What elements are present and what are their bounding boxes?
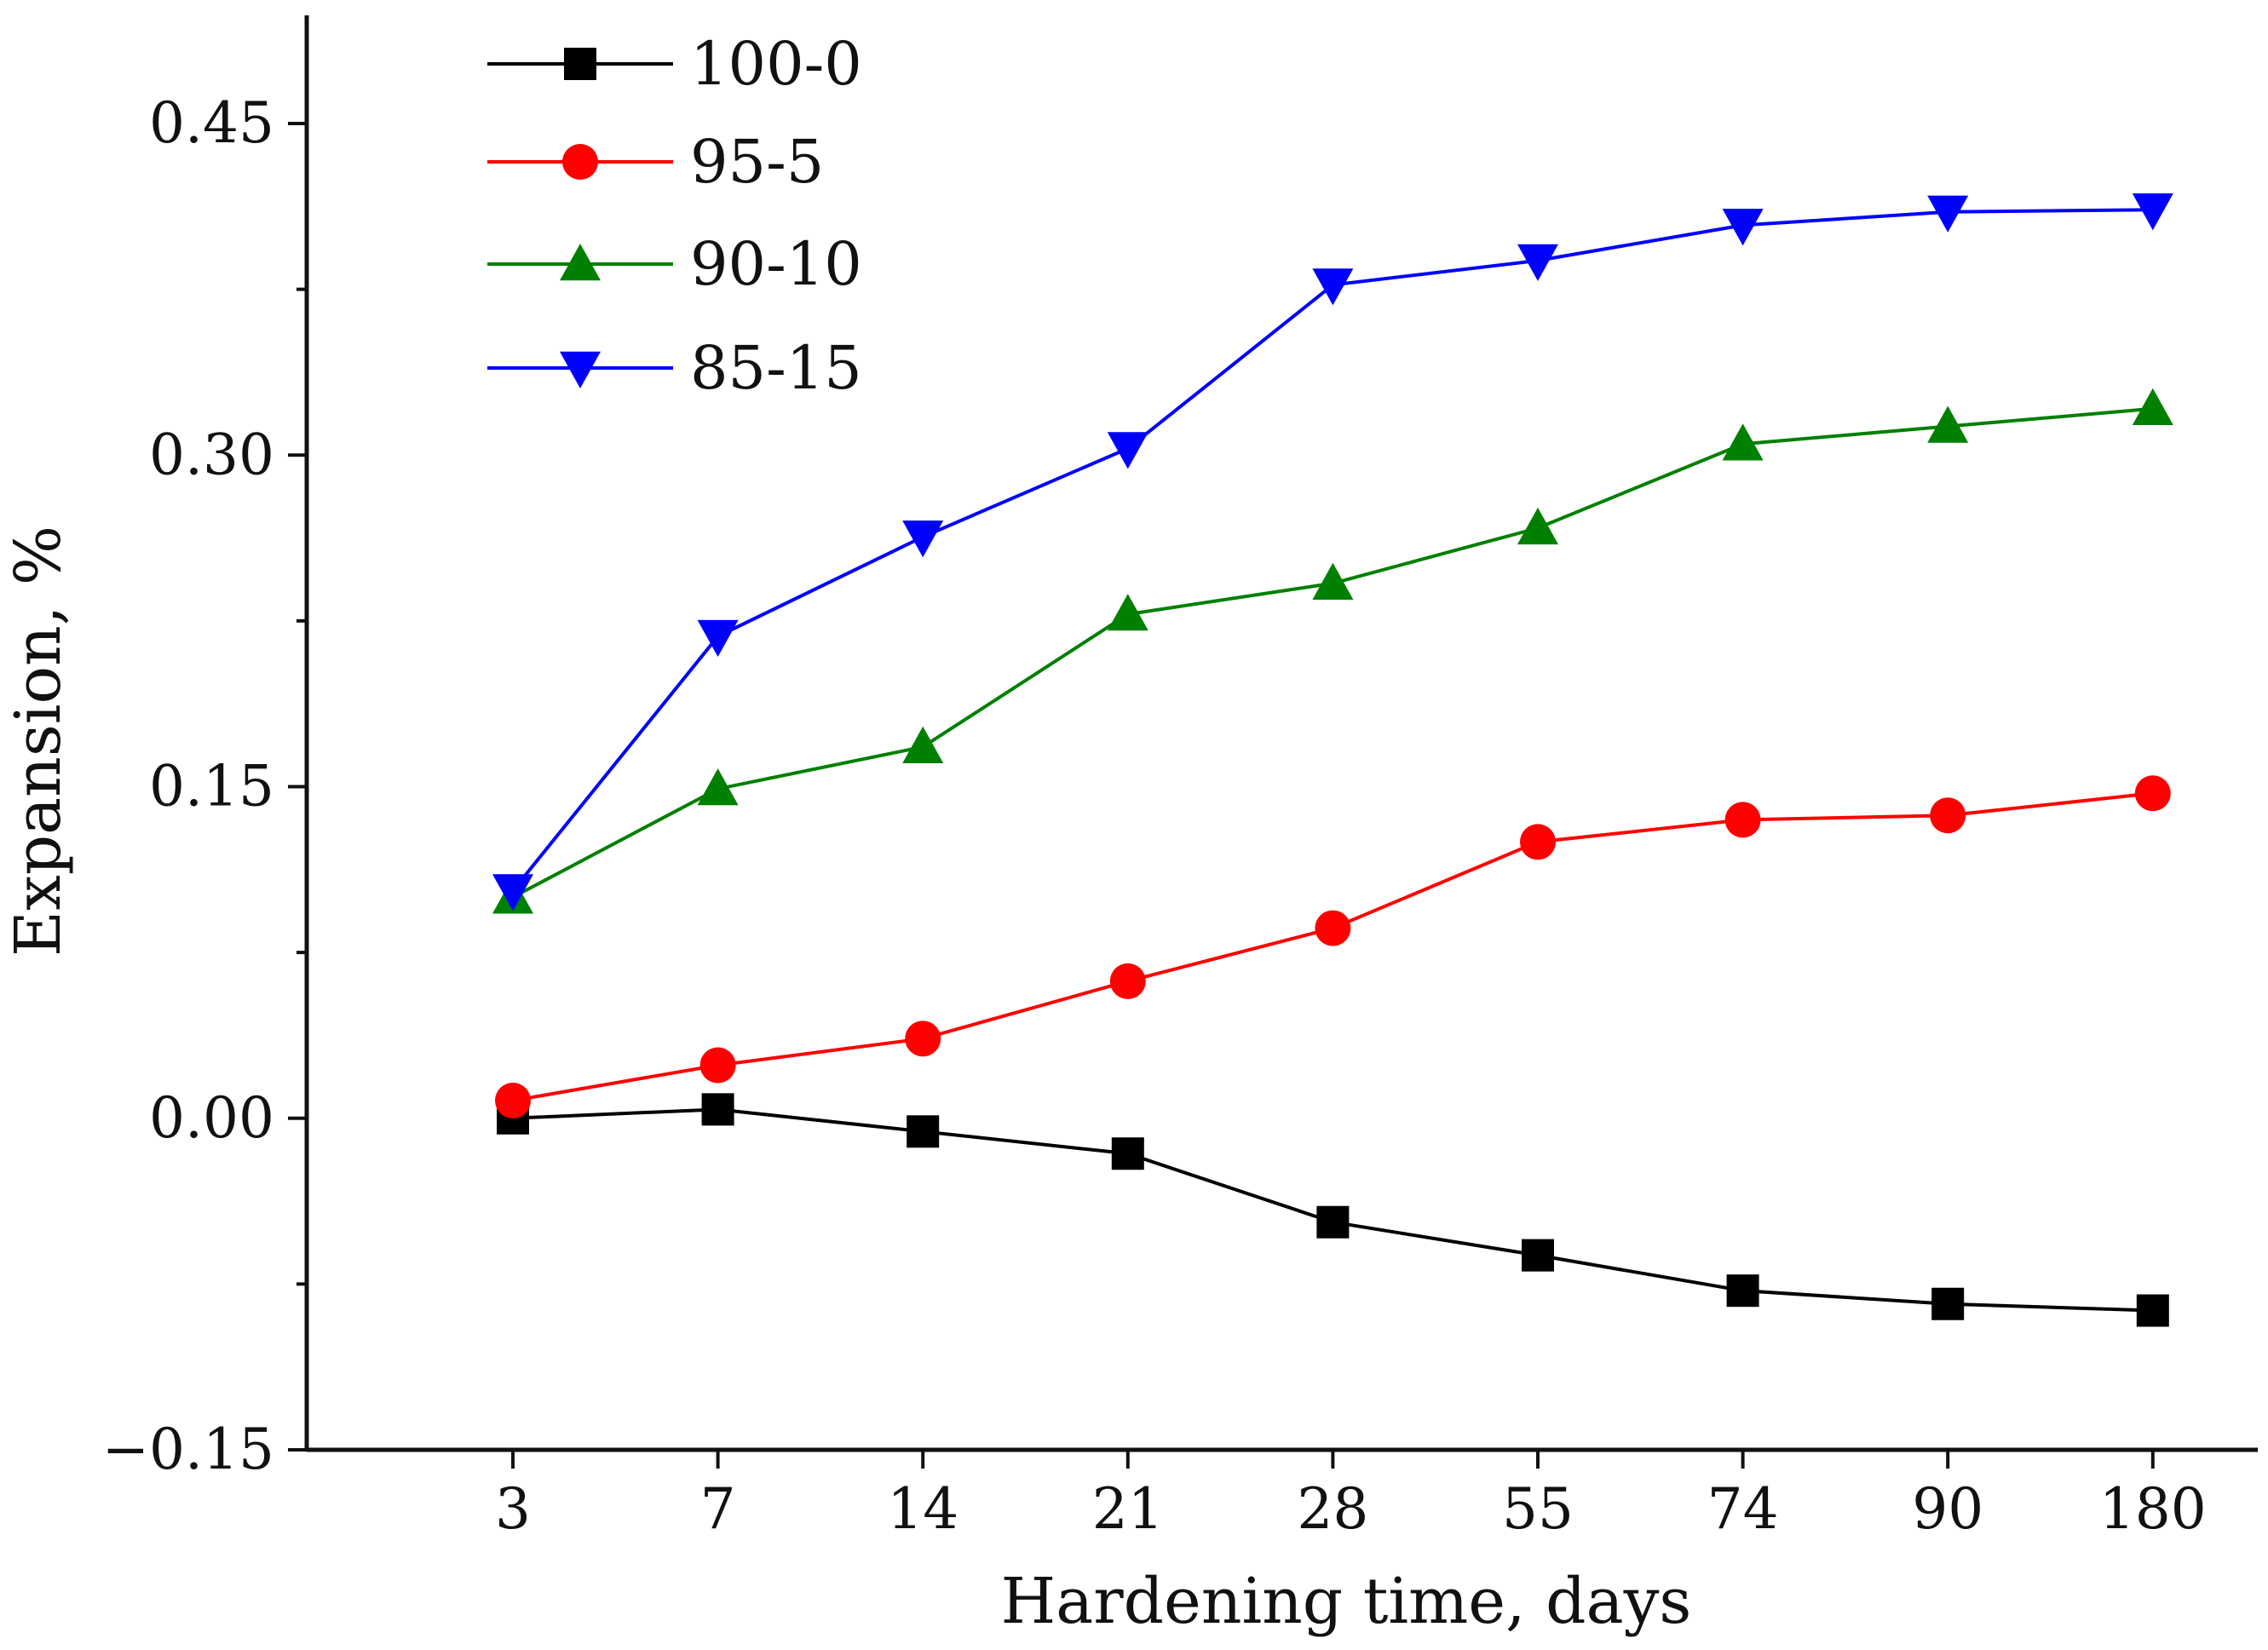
axes [304,15,2258,1452]
x-tick-label: 55 [1502,1476,1574,1542]
series-line [511,208,2153,892]
data-point [1109,963,1146,999]
data-point [495,1082,531,1118]
x-tick-label: 14 [887,1476,958,1542]
data-point [1726,1274,1759,1308]
data-point [2132,193,2173,231]
y-tick-label: 0.30 [149,422,274,487]
legend-label: 85-15 [690,333,862,403]
x-axis-label: Hardening time, days [1001,1565,1692,1638]
data-point [1107,432,1148,469]
data-point [1927,405,1969,443]
x-tick-label: 7 [700,1476,736,1542]
x-tick-label: 74 [1707,1476,1779,1542]
data-point [1517,244,1558,281]
legend-label: 90-10 [690,229,862,299]
data-point [1931,1287,1965,1320]
series-line [512,791,2154,1102]
data-point [2136,1294,2169,1327]
data-point [1520,824,1556,860]
series-line [512,406,2153,900]
series-90-10 [492,388,2173,914]
y-tick-label: 0.45 [149,90,274,156]
data-point [697,619,739,658]
data-point [907,1115,940,1148]
legend-marker [560,244,601,281]
data-point [1312,268,1354,306]
data-point [1316,1205,1350,1239]
legend: 100-0 95-5 90-10 85-15 [487,29,862,403]
legend-label: 95-5 [690,127,824,197]
data-point [699,1047,736,1084]
data-point [1312,562,1354,600]
data-point [492,874,533,911]
legend-marker [560,351,601,388]
data-point [2134,775,2171,812]
legend-marker [562,144,598,180]
data-point [902,520,944,558]
legend-marker [564,48,596,80]
data-point [1111,1137,1144,1170]
series-layer [492,193,2173,1327]
y-tick-label: 0.15 [149,754,274,819]
data-point [905,1020,941,1057]
y-tick-label: −0.15 [102,1417,274,1482]
x-tick-label: 3 [495,1476,531,1542]
series-95-5 [495,775,2171,1118]
data-point [1522,1239,1554,1272]
data-point [1930,797,1966,834]
data-point [1724,802,1761,838]
data-point [1517,507,1558,545]
ticks: 3 7 14 21 28 55 74 90 180 −0.15 0.00 0.15 0.30 0.45 [102,90,2207,1542]
data-point [1107,594,1148,631]
data-point [701,1093,734,1126]
data-point [902,726,944,763]
data-point [697,768,739,806]
y-tick-label: 0.00 [149,1085,274,1151]
x-tick-label: 28 [1297,1476,1368,1542]
series-100-0 [497,1093,2169,1327]
data-point [2132,388,2173,425]
data-point [1722,423,1764,461]
data-point [1722,209,1764,246]
x-tick-label: 90 [1912,1476,1983,1542]
legend-label: 100-0 [690,29,862,99]
series-85-15 [492,193,2173,911]
data-point [1315,910,1351,946]
data-point [1927,195,1969,233]
x-tick-label: 21 [1092,1476,1164,1542]
y-axis-label: Expansion, % [2,526,75,957]
x-tick-label: 180 [2099,1476,2207,1542]
